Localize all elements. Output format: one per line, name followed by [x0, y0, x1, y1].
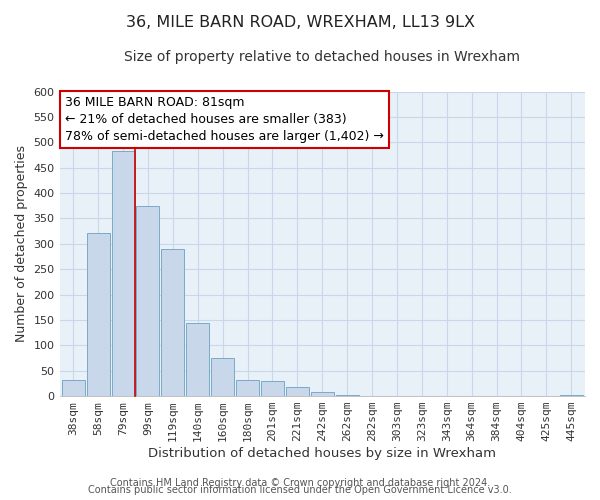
- Bar: [286, 388, 309, 396]
- Bar: [62, 380, 85, 396]
- Text: 36, MILE BARN ROAD, WREXHAM, LL13 9LX: 36, MILE BARN ROAD, WREXHAM, LL13 9LX: [125, 15, 475, 30]
- Bar: [336, 394, 359, 396]
- Bar: [236, 380, 259, 396]
- Text: 36 MILE BARN ROAD: 81sqm
← 21% of detached houses are smaller (383)
78% of semi-: 36 MILE BARN ROAD: 81sqm ← 21% of detach…: [65, 96, 383, 143]
- Text: Contains public sector information licensed under the Open Government Licence v3: Contains public sector information licen…: [88, 485, 512, 495]
- Bar: [86, 232, 110, 396]
- Title: Size of property relative to detached houses in Wrexham: Size of property relative to detached ho…: [124, 50, 520, 64]
- Bar: [186, 323, 209, 396]
- Bar: [311, 392, 334, 396]
- Bar: [211, 358, 234, 396]
- Bar: [161, 249, 184, 396]
- Bar: [261, 382, 284, 396]
- Bar: [560, 395, 583, 396]
- X-axis label: Distribution of detached houses by size in Wrexham: Distribution of detached houses by size …: [148, 447, 496, 460]
- Text: Contains HM Land Registry data © Crown copyright and database right 2024.: Contains HM Land Registry data © Crown c…: [110, 478, 490, 488]
- Y-axis label: Number of detached properties: Number of detached properties: [15, 146, 28, 342]
- Bar: [112, 151, 134, 396]
- Bar: [136, 206, 160, 396]
